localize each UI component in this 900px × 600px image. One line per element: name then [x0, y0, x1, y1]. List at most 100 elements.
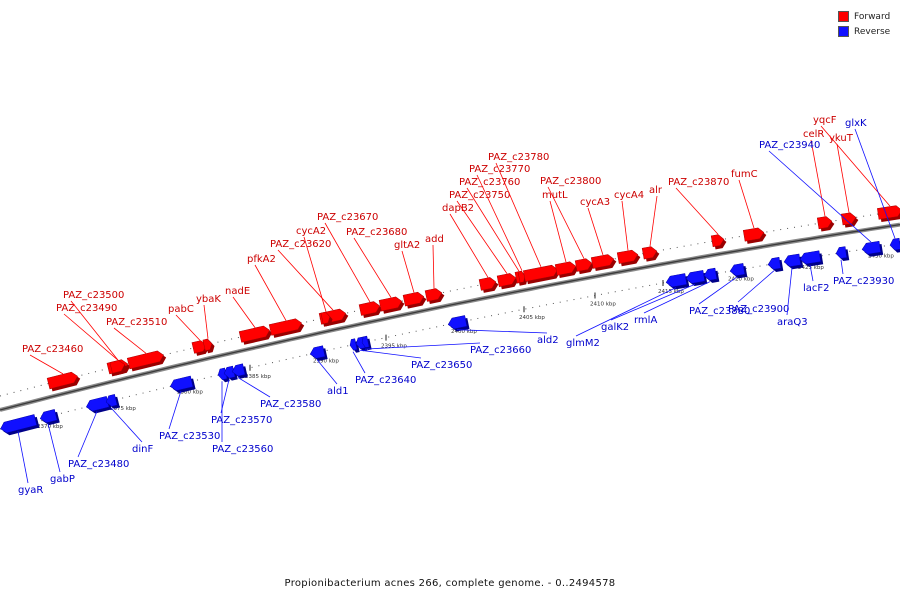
legend-forward-label: Forward — [854, 11, 891, 22]
gene-yqcF[interactable] — [877, 205, 900, 223]
gene-arrow — [703, 267, 718, 281]
gene-lacF2[interactable] — [799, 250, 824, 267]
gene-nadE[interactable] — [238, 324, 273, 345]
gene-label: cycA3 — [580, 197, 610, 208]
gene-add[interactable] — [424, 287, 445, 305]
scale-tick-label: 2410 kbp — [590, 302, 616, 308]
gene-celR[interactable] — [816, 215, 835, 232]
gene-PAZ_c23880[interactable] — [729, 263, 748, 280]
gene-PAZ_c23930[interactable] — [835, 246, 850, 262]
gene-leader — [547, 186, 585, 259]
gene-label: ybaK — [196, 294, 221, 305]
gene-leader — [29, 354, 64, 375]
gene-label: glmM2 — [566, 338, 600, 349]
gene-PAZ_c23900[interactable] — [767, 256, 784, 273]
gene-PAZ_c23670[interactable] — [358, 300, 383, 318]
gene-ykuT[interactable] — [840, 212, 859, 228]
gene-leader — [449, 213, 489, 278]
gene-mutL[interactable] — [554, 260, 579, 278]
gene-arrow — [861, 240, 882, 255]
gene-label: rmlA — [634, 315, 657, 326]
gene-leader — [810, 139, 826, 217]
gene-label: cycA4 — [614, 190, 644, 201]
gene-label: PAZ_c23750 — [449, 190, 510, 201]
gene-leader — [786, 267, 793, 316]
gene-glmM2[interactable] — [665, 273, 690, 291]
gene-leader — [277, 249, 334, 311]
gene-label: fumC — [731, 169, 758, 180]
gene-PAZ_c23800[interactable] — [574, 257, 595, 275]
gene-PAZ_c23940[interactable] — [861, 240, 884, 258]
gene-arrow — [217, 367, 228, 381]
gene-leader — [353, 237, 392, 298]
gene-leader — [820, 125, 891, 207]
gene-cycA4[interactable] — [616, 249, 641, 267]
gene-leader — [854, 128, 896, 239]
gene-rmlA[interactable] — [703, 267, 720, 284]
gene-araQ3[interactable] — [783, 253, 804, 271]
gene-PAZ_c23510[interactable] — [126, 349, 167, 372]
gene-leader — [587, 207, 604, 256]
scale-tick-label: 2370 kbp — [37, 424, 63, 430]
gene-gabP[interactable] — [39, 409, 60, 427]
gene-PAZ_c23660[interactable] — [361, 335, 372, 351]
gene-arrow — [641, 246, 658, 260]
gene-PAZ_c23780[interactable] — [522, 264, 561, 285]
gene-PAZ_c23530[interactable] — [169, 375, 196, 395]
gene-label: alr — [649, 185, 663, 196]
gene-leader — [364, 342, 481, 350]
gene-label: pabC — [168, 304, 194, 315]
gene-label: PAZ_c23530 — [159, 431, 220, 442]
gene-PAZ_c23480[interactable] — [85, 396, 112, 415]
gene-ald2[interactable] — [447, 315, 470, 333]
gene-arrow — [361, 335, 370, 348]
gene-ybaK[interactable] — [202, 338, 216, 354]
gene-label: PAZ_c23660 — [470, 345, 531, 356]
gene-fumC[interactable] — [742, 227, 767, 244]
legend-reverse-label: Reverse — [854, 26, 891, 37]
gene-alr[interactable] — [641, 245, 660, 262]
gene-pfkA2[interactable] — [268, 317, 305, 338]
gene-cycA2[interactable] — [320, 311, 334, 327]
gene-glxK[interactable] — [889, 237, 900, 254]
legend: Forward Reverse — [838, 9, 890, 39]
gene-PAZ_c23870[interactable] — [710, 234, 727, 250]
gene-dinF[interactable] — [105, 394, 120, 410]
gene-PAZ_c23750[interactable] — [496, 272, 519, 290]
gene-PAZ_c23680[interactable] — [378, 295, 405, 314]
gene-leader — [47, 423, 61, 473]
gene-arrow — [105, 394, 118, 407]
scale-tick-label: 2425 kbp — [798, 265, 824, 271]
gene-arrow — [554, 261, 577, 276]
gene-label: ald1 — [327, 386, 349, 397]
gene-ald1[interactable] — [309, 345, 328, 362]
gene-leader — [70, 300, 119, 361]
gene-label: ald2 — [537, 335, 559, 346]
gene-arrow — [309, 345, 326, 359]
gene-leader — [77, 411, 98, 458]
gene-dapB2[interactable] — [478, 276, 499, 293]
gene-label: PAZ_c23780 — [488, 152, 549, 163]
gene-label: PAZ_c23670 — [317, 212, 378, 223]
gene-arrow — [268, 318, 302, 336]
gene-arrow — [109, 360, 126, 374]
gene-leader — [316, 359, 338, 385]
gene-arrow — [616, 249, 639, 264]
gene-label: PAZ_c23460 — [22, 344, 83, 355]
gene-arrow — [767, 256, 782, 270]
gene-gltA2[interactable] — [402, 291, 427, 309]
gene-label: PAZ_c23870 — [668, 177, 729, 188]
gene-PAZ_c23500[interactable] — [109, 359, 129, 376]
gene-cycA3[interactable] — [590, 253, 617, 272]
gene-label: add — [425, 234, 444, 245]
gene-leader — [575, 287, 677, 337]
gene-arrow — [742, 227, 765, 242]
gene-galK2[interactable] — [685, 270, 708, 287]
gene-PAZ_c23580[interactable] — [231, 363, 248, 380]
gene-PAZ_c23460[interactable] — [46, 370, 81, 392]
gene-leader — [113, 327, 147, 354]
gene-label: ykuT — [829, 133, 854, 144]
gene-gyaR[interactable] — [0, 414, 40, 437]
gene-label: galK2 — [601, 322, 629, 333]
